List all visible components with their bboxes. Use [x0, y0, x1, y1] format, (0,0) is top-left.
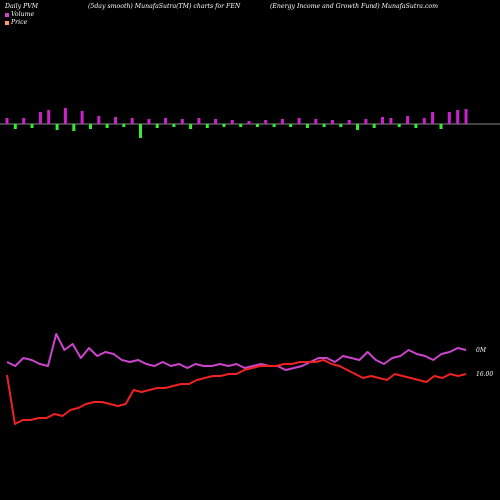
- pvm-bar: [381, 117, 384, 124]
- pvm-bar: [406, 116, 410, 124]
- pvm-bar: [38, 112, 42, 124]
- pvm-bar: [139, 124, 142, 138]
- pvm-bar: [114, 117, 117, 124]
- pvm-bar: [230, 120, 234, 124]
- pvm-bar: [5, 118, 9, 124]
- pvm-bar: [172, 124, 176, 127]
- chart-title-left: Daily PVM: [5, 3, 39, 10]
- pvm-bar: [22, 118, 26, 124]
- pvm-bar: [205, 124, 209, 128]
- legend-price: Price: [5, 19, 27, 26]
- price-line: [6, 359, 467, 425]
- pvm-bar: [239, 124, 243, 127]
- pvm-bar: [314, 119, 318, 124]
- pvm-bar: [447, 112, 451, 124]
- pvm-bar: [397, 124, 401, 127]
- pvm-bar: [130, 118, 134, 124]
- pvm-bar: [372, 124, 376, 128]
- pvm-bar: [389, 118, 393, 124]
- pvm-bar: [180, 119, 184, 124]
- volume-axis-label: 0M: [476, 347, 487, 354]
- pvm-bar: [422, 118, 426, 124]
- legend-price-label: Price: [11, 19, 28, 26]
- pvm-bar: [13, 124, 17, 129]
- pvm-bar: [322, 124, 326, 127]
- pvm-bar: [264, 120, 268, 124]
- price-axis-label: 16.00: [476, 371, 493, 378]
- legend-volume: Volume: [5, 11, 34, 18]
- pvm-bar: [456, 110, 460, 124]
- pvm-bar: [439, 124, 443, 129]
- pvm-bar: [356, 124, 359, 130]
- pvm-bar: [63, 108, 67, 124]
- pvm-bar: [414, 124, 418, 128]
- pvm-bar: [155, 124, 159, 128]
- pvm-bar: [331, 120, 334, 124]
- pvm-bar: [164, 118, 168, 124]
- pvm-bar: [80, 111, 84, 124]
- pvm-bar: [189, 124, 193, 129]
- pvm-bar: [431, 112, 435, 124]
- pvm-bar: [97, 116, 101, 124]
- pvm-bar: [347, 120, 351, 124]
- pvm-bar: [280, 119, 284, 124]
- pvm-bar: [105, 124, 109, 128]
- pvm-bars: [5, 108, 468, 138]
- pvm-bar: [464, 109, 468, 124]
- pvm-bar: [289, 124, 293, 127]
- pvm-bar: [247, 121, 251, 124]
- pvm-bar: [122, 124, 126, 127]
- pvm-bar: [197, 118, 201, 124]
- pvm-bar: [255, 124, 259, 127]
- chart-title-right: (Energy Income and Growth Fund) MunafaSu…: [270, 3, 438, 10]
- pvm-bar: [272, 124, 276, 127]
- pvm-bar: [222, 124, 226, 127]
- pvm-bar: [297, 118, 301, 124]
- pvm-bar: [339, 124, 343, 127]
- legend-volume-label: Volume: [11, 11, 35, 18]
- pvm-bar: [305, 124, 309, 128]
- pvm-bar: [214, 119, 218, 124]
- pvm-bar: [47, 110, 51, 124]
- legend-price-swatch: [5, 20, 9, 25]
- volume-line: [6, 333, 467, 371]
- pvm-bar: [147, 119, 151, 124]
- pvm-bar: [30, 124, 34, 128]
- pvm-bar: [89, 124, 92, 129]
- legend-volume-swatch: [5, 12, 9, 17]
- chart-title-main: (5day smooth) MunafaSutra(TM) charts for…: [88, 3, 241, 10]
- pvm-bar: [55, 124, 59, 130]
- pvm-bar: [364, 119, 368, 124]
- pvm-bar: [72, 124, 76, 131]
